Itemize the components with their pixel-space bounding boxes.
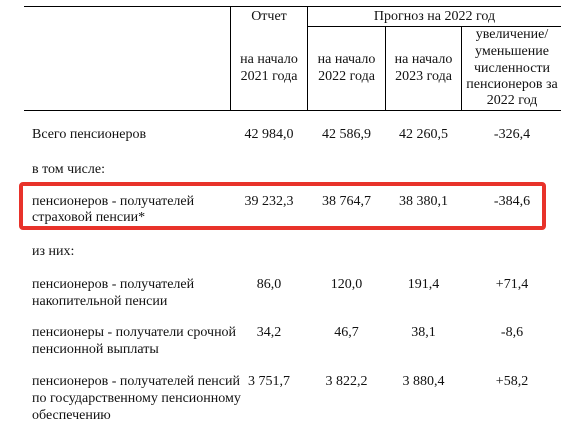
row-value-change: -8,6 <box>500 325 524 340</box>
row-label-cont: обеспечению <box>32 408 111 423</box>
row-value-2021: 39 232,3 <box>244 194 294 209</box>
col-divider-4 <box>461 26 462 111</box>
row-value-2021: 42 984,0 <box>244 127 294 142</box>
row-value-change: -384,6 <box>493 194 531 209</box>
row-label-cont: пенсионной выплаты <box>32 342 159 357</box>
row-value-2021: 34,2 <box>256 325 282 340</box>
row-label: пенсионеров - получателей <box>32 277 195 292</box>
col-divider-2 <box>307 6 308 111</box>
row-label-cont: накопительной пенсии <box>32 294 168 309</box>
row-value-2021: 3 751,7 <box>248 374 290 389</box>
header-col4-line1: увеличение/ <box>475 27 549 42</box>
row-label: Всего пенсионеров <box>32 127 147 142</box>
header-forecast: Прогноз на 2022 год <box>373 9 496 24</box>
row-value-2021: 86,0 <box>256 277 282 292</box>
row-label: пенсионеры - получатели срочной <box>32 325 237 340</box>
row-value-change: +58,2 <box>495 374 529 389</box>
row-label: пенсионеров - получателей пенсий <box>32 374 240 389</box>
header-col3-line1: на начало <box>394 52 453 67</box>
header-report: Отчет <box>251 9 287 24</box>
header-col4-line4: пенсионеров за <box>466 77 558 92</box>
row-label-cont: страховой пенсии* <box>32 210 146 225</box>
header-col4-line5: 2022 год <box>486 93 538 108</box>
row-value-2022: 120,0 <box>330 277 363 292</box>
row-value-2022: 38 764,7 <box>322 194 371 209</box>
table-top-rule <box>24 6 561 7</box>
section-label-of-them: из них: <box>32 244 75 259</box>
header-col2-line2: 2022 года <box>318 69 375 84</box>
header-col4-line2: уменьшение <box>475 44 549 59</box>
row-value-2023: 38 380,1 <box>399 194 448 209</box>
row-value-2023: 38,1 <box>411 325 436 340</box>
header-col4-line3: численности <box>473 61 551 76</box>
section-label-including: в том числе: <box>32 162 105 177</box>
col-divider-1 <box>230 6 231 111</box>
header-col1-line1: на начало <box>240 52 298 67</box>
header-bottom-rule <box>24 110 561 111</box>
row-label-cont: по государственному пенсионному <box>32 391 241 406</box>
row-value-2023: 191,4 <box>407 277 440 292</box>
header-col3-line2: 2023 года <box>395 69 452 84</box>
row-value-change: +71,4 <box>495 277 529 292</box>
row-value-2022: 46,7 <box>334 325 359 340</box>
row-value-2022: 3 822,2 <box>325 374 368 389</box>
row-value-2023: 42 260,5 <box>399 127 448 142</box>
col-divider-3 <box>385 26 386 111</box>
header-col2-line1: на начало <box>317 52 376 67</box>
row-value-2022: 42 586,9 <box>322 127 371 142</box>
row-label: пенсионеров - получателей <box>32 194 195 209</box>
row-value-change: -326,4 <box>493 127 531 142</box>
row-value-2023: 3 880,4 <box>402 374 445 389</box>
header-inner-rule <box>307 26 561 27</box>
highlight-box <box>19 182 546 230</box>
header-col1-line2: 2021 года <box>240 69 298 84</box>
